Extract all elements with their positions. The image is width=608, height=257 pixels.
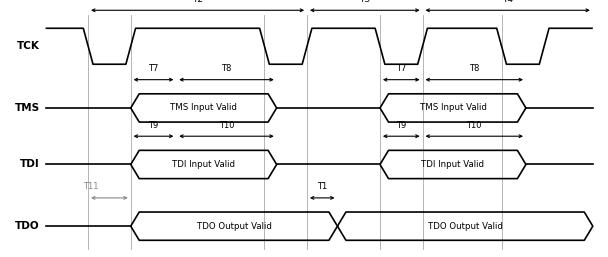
Text: T8: T8 [469, 64, 480, 73]
Text: T1: T1 [317, 182, 327, 191]
Text: T4: T4 [502, 0, 513, 4]
Text: TMS: TMS [15, 103, 40, 113]
Text: TDO: TDO [15, 221, 40, 231]
Text: T2: T2 [192, 0, 203, 4]
Text: TDI: TDI [20, 160, 40, 169]
Text: TDO Output Valid: TDO Output Valid [427, 222, 503, 231]
Text: T11: T11 [83, 182, 99, 191]
Text: T10: T10 [219, 121, 234, 130]
Text: T9: T9 [148, 121, 159, 130]
Text: T3: T3 [359, 0, 370, 4]
Text: T7: T7 [148, 64, 159, 73]
Text: TDI Input Valid: TDI Input Valid [172, 160, 235, 169]
Text: T7: T7 [396, 64, 407, 73]
Text: TMS Input Valid: TMS Input Valid [420, 103, 486, 113]
Text: T10: T10 [466, 121, 482, 130]
Text: TDO Output Valid: TDO Output Valid [196, 222, 272, 231]
Text: T9: T9 [396, 121, 406, 130]
Text: TCK: TCK [16, 41, 40, 51]
Text: TMS Input Valid: TMS Input Valid [170, 103, 237, 113]
Text: TDI Input Valid: TDI Input Valid [421, 160, 485, 169]
Text: T8: T8 [221, 64, 232, 73]
